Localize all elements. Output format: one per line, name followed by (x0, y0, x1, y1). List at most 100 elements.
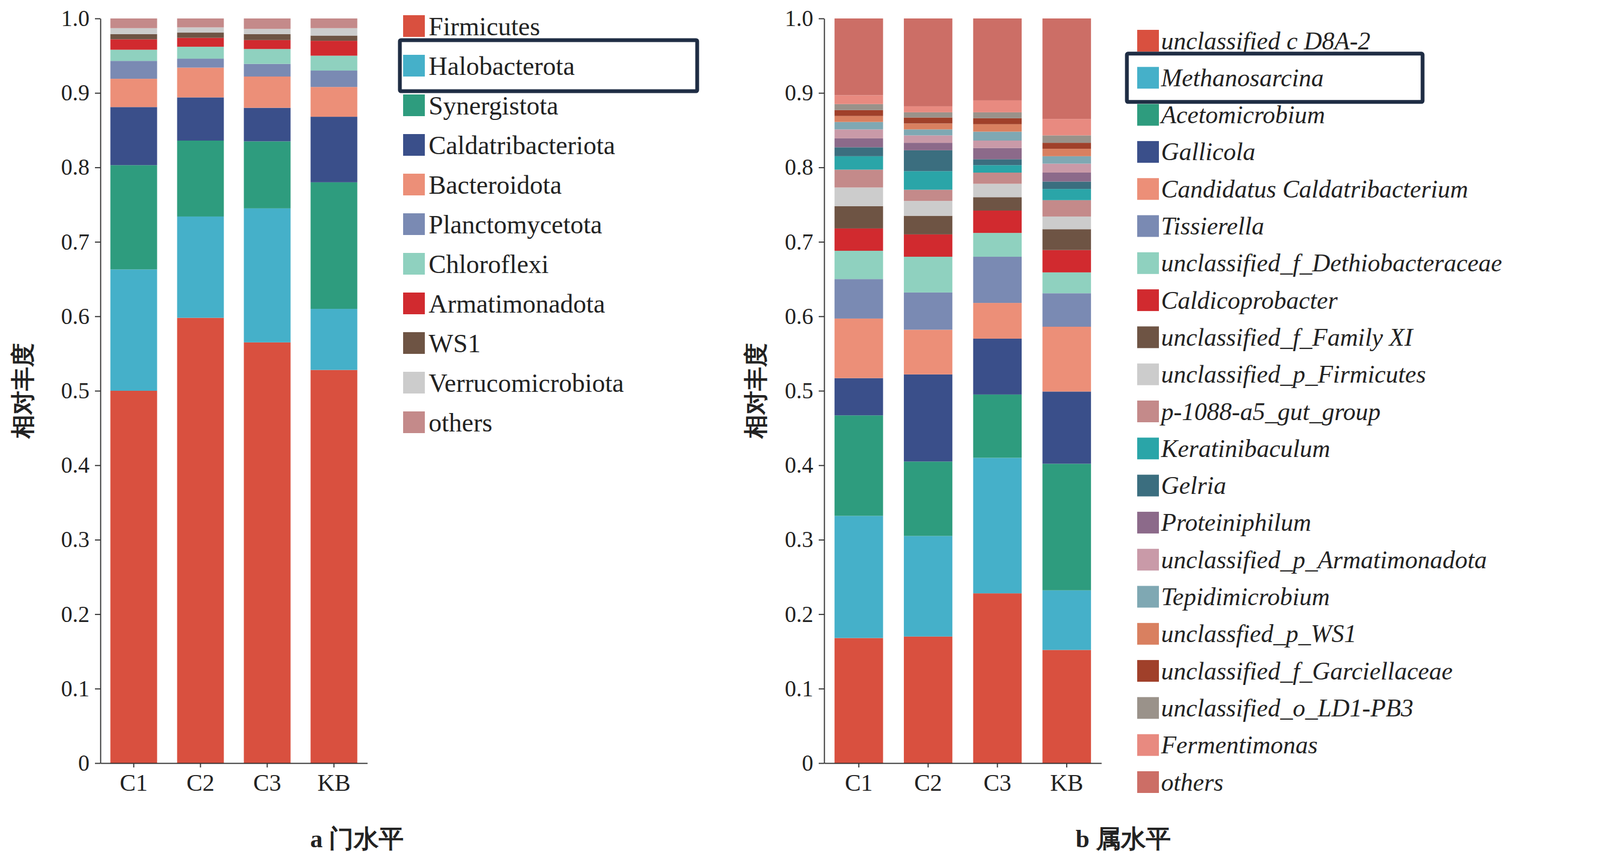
y-tick: 0.8 (61, 154, 101, 180)
bar-segment (1042, 326, 1091, 392)
y-tick: 0.4 (785, 452, 825, 478)
x-tick: C3 (983, 762, 1012, 796)
y-tick-label: 0.6 (61, 303, 91, 329)
bar-segment (310, 40, 358, 56)
bar-segment (973, 18, 1022, 101)
legend-label: Caldicoprobacter (1161, 286, 1338, 315)
y-tick-label: 0 (801, 750, 814, 776)
bar-segment (1042, 590, 1091, 650)
x-tick-label: C3 (253, 769, 282, 796)
bar-segment (243, 107, 291, 142)
legend-highlight (1126, 53, 1423, 103)
y-tick-mark (818, 18, 825, 20)
y-tick: 0.3 (785, 526, 825, 552)
x-tick: KB (317, 762, 351, 796)
legend-swatch (1137, 511, 1159, 534)
bar-segment (243, 28, 291, 35)
x-tick: C2 (186, 762, 215, 796)
legend-swatch (1137, 29, 1159, 52)
y-tick: 0.5 (61, 378, 101, 404)
y-tick: 0.6 (785, 303, 825, 329)
y-tick: 0.9 (61, 80, 101, 106)
chart-title: a 门水平 (310, 824, 405, 853)
bar-segment (903, 215, 953, 235)
legend-label: Planctomycetota (428, 209, 603, 239)
x-tick-mark (1066, 762, 1068, 768)
bar-segment (903, 292, 953, 330)
y-tick-label: 0.4 (785, 452, 814, 478)
y-tick: 0.7 (61, 229, 101, 255)
y-tick-label: 0.2 (61, 601, 91, 627)
y-tick: 0.1 (61, 676, 101, 701)
bar-segment (973, 196, 1022, 211)
bar-segment (834, 122, 883, 130)
legend-swatch (1137, 659, 1159, 682)
legend-label: Candidatus Caldatribacterium (1161, 175, 1469, 203)
bar-segment (1042, 463, 1091, 590)
bar-segment (110, 34, 157, 40)
legend-swatch (1137, 622, 1159, 645)
y-tick-label: 0.4 (61, 452, 91, 478)
bar-segment (310, 28, 358, 36)
legend-label: unclassified c D8A-2 (1161, 27, 1371, 55)
y-tick-mark (94, 18, 101, 20)
bar-segment (176, 216, 224, 318)
y-tick: 1.0 (785, 5, 825, 31)
y-tick-mark (818, 762, 825, 764)
legend-label: unclassified_o_LD1-PB3 (1161, 693, 1414, 722)
legend-label: unclassified_p_Firmicutes (1161, 360, 1426, 388)
bar-segment (903, 536, 953, 637)
y-tick-label: 0.2 (785, 601, 814, 627)
legend-label: unclassified_f_Dethiobacteraceae (1161, 249, 1503, 277)
legend-label: unclassified_f_Family XI (1161, 323, 1414, 352)
legend-label: p-1088-a5_gut_group (1159, 397, 1381, 426)
legend-label: Proteiniphilum (1160, 508, 1312, 537)
legend-swatch (403, 15, 425, 37)
x-axis: C1C2C3KB (824, 762, 1102, 796)
bar-segment (834, 156, 883, 170)
bar-segment (973, 394, 1022, 458)
y-tick-label: 0.1 (785, 676, 814, 701)
bar-segment (176, 27, 224, 33)
legend-label: Gelria (1161, 471, 1227, 500)
y-tick-label: 0.3 (785, 526, 814, 552)
y-tick: 0.5 (785, 378, 825, 404)
x-tick: C1 (844, 762, 873, 796)
x-tick-mark (333, 762, 335, 768)
bar-segment (243, 208, 291, 343)
bar-segment (243, 18, 291, 29)
bar-segment (110, 269, 157, 391)
y-tick-mark (94, 464, 101, 467)
bar-segment (310, 86, 358, 117)
bar-segment (110, 18, 157, 29)
bar-segment (1042, 181, 1091, 189)
legend-label: Synergistota (428, 91, 559, 120)
bar-segment (973, 232, 1022, 257)
x-tick-label: KB (317, 769, 351, 796)
bar-segment (834, 138, 883, 148)
bar-segment (973, 302, 1022, 339)
bar-segment (310, 182, 358, 309)
bar-segment (310, 55, 358, 71)
legend-label: Acetomicrobium (1159, 100, 1325, 129)
y-tick: 0.9 (785, 80, 825, 106)
bar-segment (973, 118, 1022, 125)
bar-segment (834, 116, 883, 123)
y-tick-mark (94, 315, 101, 317)
y-tick: 0.3 (61, 526, 101, 552)
bar-segment (310, 116, 358, 183)
legend-label: others (428, 408, 493, 437)
bar-segment (973, 593, 1022, 763)
bar-segment (110, 78, 157, 107)
bar-segment (243, 141, 291, 208)
bar-segment (903, 636, 953, 763)
bar-segment (243, 76, 291, 108)
x-tick-label: C3 (983, 769, 1012, 796)
bar-segment (973, 112, 1022, 119)
bar-segment (834, 250, 883, 279)
y-tick: 0.8 (785, 154, 825, 180)
legend-label: unclassfied_p_WS1 (1161, 619, 1357, 648)
bar-segment (903, 117, 953, 124)
y-axis: 00.10.20.30.40.50.60.70.80.91.0 (785, 5, 825, 776)
y-tick-mark (818, 464, 825, 467)
